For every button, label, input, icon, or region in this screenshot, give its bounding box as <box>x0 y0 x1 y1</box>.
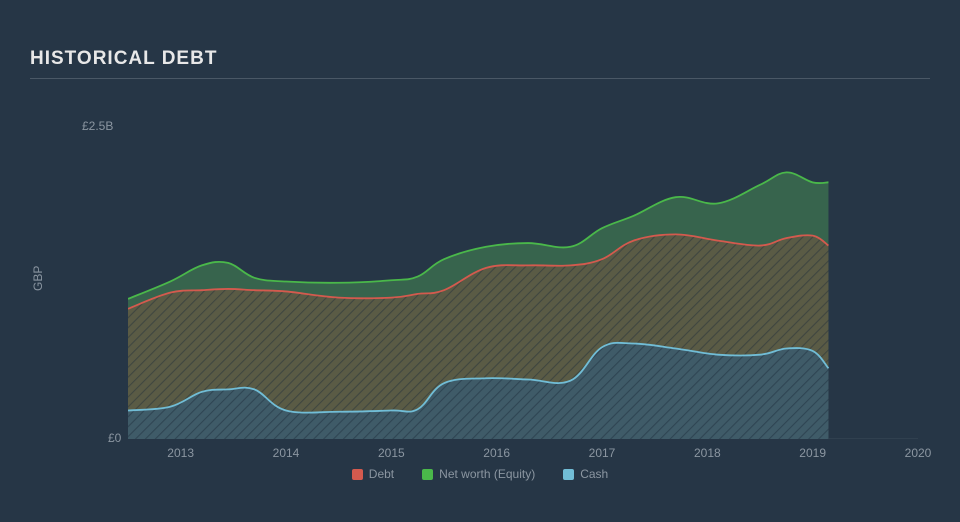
x-axis-tick-label: 2013 <box>167 446 194 460</box>
x-axis-tick-label: 2014 <box>273 446 300 460</box>
x-axis-tick-label: 2017 <box>589 446 616 460</box>
y-axis-label: GBP <box>31 266 45 291</box>
legend-item: Debt <box>352 467 394 481</box>
chart-container: £2.5B £0 GBP 2013 2014 2015 2016 2017 2018 201… <box>30 94 930 484</box>
x-axis-labels: 20132014201520162017201820192020 <box>128 446 918 466</box>
y-axis-bottom-label: £0 <box>108 431 121 445</box>
x-axis-tick-label: 2019 <box>799 446 826 460</box>
legend-swatch <box>352 469 363 480</box>
x-axis-tick-label: 2016 <box>483 446 510 460</box>
x-axis-tick-label: 2020 <box>905 446 932 460</box>
chart-legend: Debt Net worth (Equity) Cash <box>30 467 930 481</box>
legend-swatch <box>422 469 433 480</box>
chart-plot-area <box>128 129 918 439</box>
legend-swatch <box>563 469 574 480</box>
y-axis-top-label: £2.5B <box>82 119 113 133</box>
legend-label: Cash <box>580 467 608 481</box>
chart-title: HISTORICAL DEBT <box>30 48 930 79</box>
legend-label: Debt <box>369 467 394 481</box>
legend-item: Net worth (Equity) <box>422 467 535 481</box>
legend-label: Net worth (Equity) <box>439 467 535 481</box>
legend-item: Cash <box>563 467 608 481</box>
x-axis-tick-label: 2015 <box>378 446 405 460</box>
x-axis-tick-label: 2018 <box>694 446 721 460</box>
